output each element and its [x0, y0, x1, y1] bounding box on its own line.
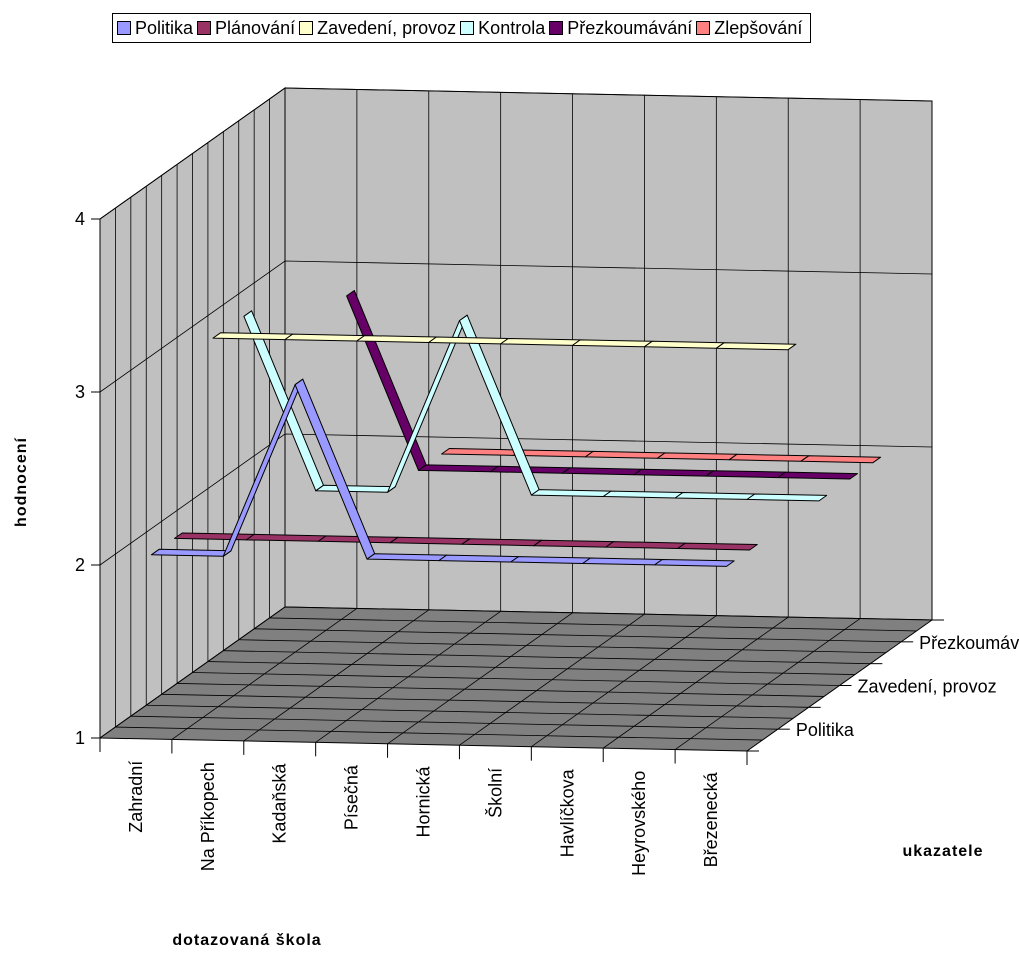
legend-label: Přezkoumávání	[567, 17, 693, 38]
series-segment	[212, 332, 294, 341]
series-segment	[584, 450, 666, 459]
gridline	[99, 87, 933, 220]
gridline	[177, 683, 825, 697]
series-segment	[418, 464, 499, 473]
series-politika	[150, 378, 735, 567]
gridline	[146, 704, 794, 719]
category-label: Školní	[484, 768, 505, 818]
series-segment	[654, 559, 735, 567]
legend-item-prezkoumavani: Přezkoumávání	[549, 18, 692, 39]
value-tick-label: 3	[75, 382, 85, 402]
legend-item-kontrola: Kontrola	[460, 18, 545, 39]
gridline	[130, 715, 778, 730]
legend-swatch	[696, 21, 711, 35]
series-segment	[245, 533, 327, 542]
legend-swatch	[117, 21, 131, 35]
gridline	[207, 661, 855, 675]
gridline	[192, 672, 840, 686]
category-label: Havlíčkova	[557, 768, 577, 857]
series-segment	[510, 556, 591, 564]
series-segment	[530, 489, 612, 497]
series-segment	[174, 532, 255, 541]
series-zavedeni-provoz	[212, 332, 797, 351]
legend-label: Zlepšování	[714, 17, 803, 38]
series-segment	[572, 339, 653, 348]
series-segment	[777, 471, 858, 480]
gridline	[223, 650, 871, 665]
depth-tick-label: Zavedení, provoz	[858, 677, 997, 697]
x-axis-title: dotazovaná škola	[172, 932, 321, 949]
value-axis: 1 2 3 4	[75, 209, 101, 748]
z-axis-title: ukazatele	[902, 843, 983, 860]
legend-swatch	[299, 21, 314, 35]
series-kontrola	[243, 310, 828, 502]
series-segment	[677, 542, 758, 551]
category-label: Hornická	[414, 766, 434, 838]
legend-swatch	[460, 21, 475, 35]
legend-swatch	[549, 21, 564, 35]
legend-item-planovani: Plánování	[197, 18, 295, 39]
series-segment	[800, 455, 882, 464]
legend-label: Kontrola	[478, 17, 546, 38]
series-segment	[715, 342, 797, 351]
series-segment	[438, 554, 519, 563]
category-label: Kadaňská	[270, 763, 290, 844]
value-tick-label: 4	[75, 209, 85, 229]
category-label: Březenecká	[701, 771, 721, 867]
series-segment	[728, 453, 810, 462]
series-segment	[643, 340, 725, 349]
depth-tick-label: Politika	[796, 720, 855, 740]
value-tick-label: 2	[75, 555, 85, 575]
series-segment	[533, 539, 614, 548]
gridline	[115, 726, 763, 741]
gridline	[238, 639, 886, 654]
value-tick-label: 1	[75, 728, 85, 748]
legend-swatch	[197, 21, 212, 35]
gridline	[99, 433, 933, 566]
series-segment	[356, 335, 437, 343]
category-label: Na Příkopech	[198, 762, 218, 871]
series-segment	[428, 336, 509, 345]
series-segment	[389, 536, 471, 545]
series-segment	[284, 333, 365, 342]
series-segment	[315, 484, 396, 493]
series-segment	[366, 553, 448, 562]
category-label: Zahradní	[126, 761, 146, 833]
legend-item-zlepsovani: Zlepšování	[696, 18, 802, 39]
legend-label: Plánování	[215, 17, 296, 38]
series-segment	[500, 338, 581, 346]
legend-label: Politika	[135, 17, 194, 38]
series-segment	[461, 538, 543, 547]
legend-label: Zavedení, provoz	[317, 17, 457, 38]
series-segment	[602, 490, 684, 499]
series-segment	[605, 541, 686, 549]
legend: Politika Plánování Zavedení, provoz Kontrol…	[112, 13, 812, 43]
legend-item-zavedeni-provoz: Zavedení, provoz	[299, 18, 456, 39]
series-segment	[441, 448, 522, 456]
series-segment	[561, 467, 643, 476]
category-axis: Zahradní Na Příkopech Kadaňská Písečná Horni…	[99, 738, 748, 876]
depth-axis: Politika Zavedení, provoz Přezkoumávání	[747, 619, 1019, 752]
depth-tick-label: Přezkoumávání	[919, 633, 1019, 653]
gridline	[269, 617, 917, 632]
category-label: Písečná	[342, 764, 362, 830]
series-segment	[150, 548, 232, 557]
series-segment	[746, 493, 828, 502]
gridline	[254, 628, 902, 643]
category-label: Heyrovského	[629, 771, 649, 876]
y-axis-title: hodnocení	[13, 437, 30, 527]
series-segment	[656, 452, 738, 461]
legend-item-politika: Politika	[117, 18, 193, 39]
series-segment	[633, 468, 715, 477]
series-segment	[705, 470, 787, 479]
series-segment	[582, 557, 663, 566]
gridline	[99, 260, 933, 393]
series-segment	[674, 492, 756, 500]
gridline	[161, 693, 809, 708]
